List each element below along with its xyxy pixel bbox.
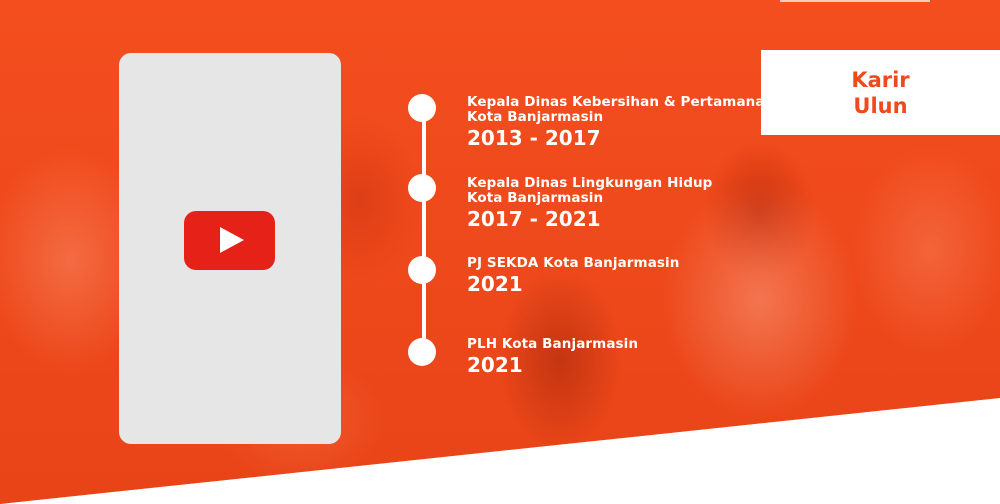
timeline-entry: Kepala Dinas Kebersihan & Pertamanan Kot… [467,94,775,151]
timeline-entry: Kepala Dinas Lingkungan Hidup Kota Banja… [467,175,713,232]
youtube-play-icon [220,227,244,253]
timeline-entry-year: 2021 [467,353,523,377]
timeline-entry-title: PLH Kota Banjarmasin [467,336,639,352]
timeline-entry-year: 2021 [467,272,523,296]
play-button[interactable] [184,211,275,270]
timeline-dot [408,256,436,284]
timeline-dot [408,94,436,122]
timeline-line [422,108,426,352]
timeline-entry-title: PJ SEKDA Kota Banjarmasin [467,255,680,271]
timeline-dot [408,174,436,202]
video-card[interactable] [119,53,341,444]
timeline-dot [408,338,436,366]
career-heading-box: Karir Ulun [761,50,1000,135]
career-heading: Karir Ulun [851,67,910,118]
timeline-entry-year: 2017 - 2021 [467,207,601,231]
timeline-entry-year: 2013 - 2017 [467,126,601,150]
timeline-entry: PJ SEKDA Kota Banjarmasin 2021 [467,255,680,297]
timeline-entry-title: Kepala Dinas Kebersihan & Pertamanan Kot… [467,94,775,125]
timeline-entry: PLH Kota Banjarmasin 2021 [467,336,639,378]
timeline-entry-title: Kepala Dinas Lingkungan Hidup Kota Banja… [467,175,713,206]
